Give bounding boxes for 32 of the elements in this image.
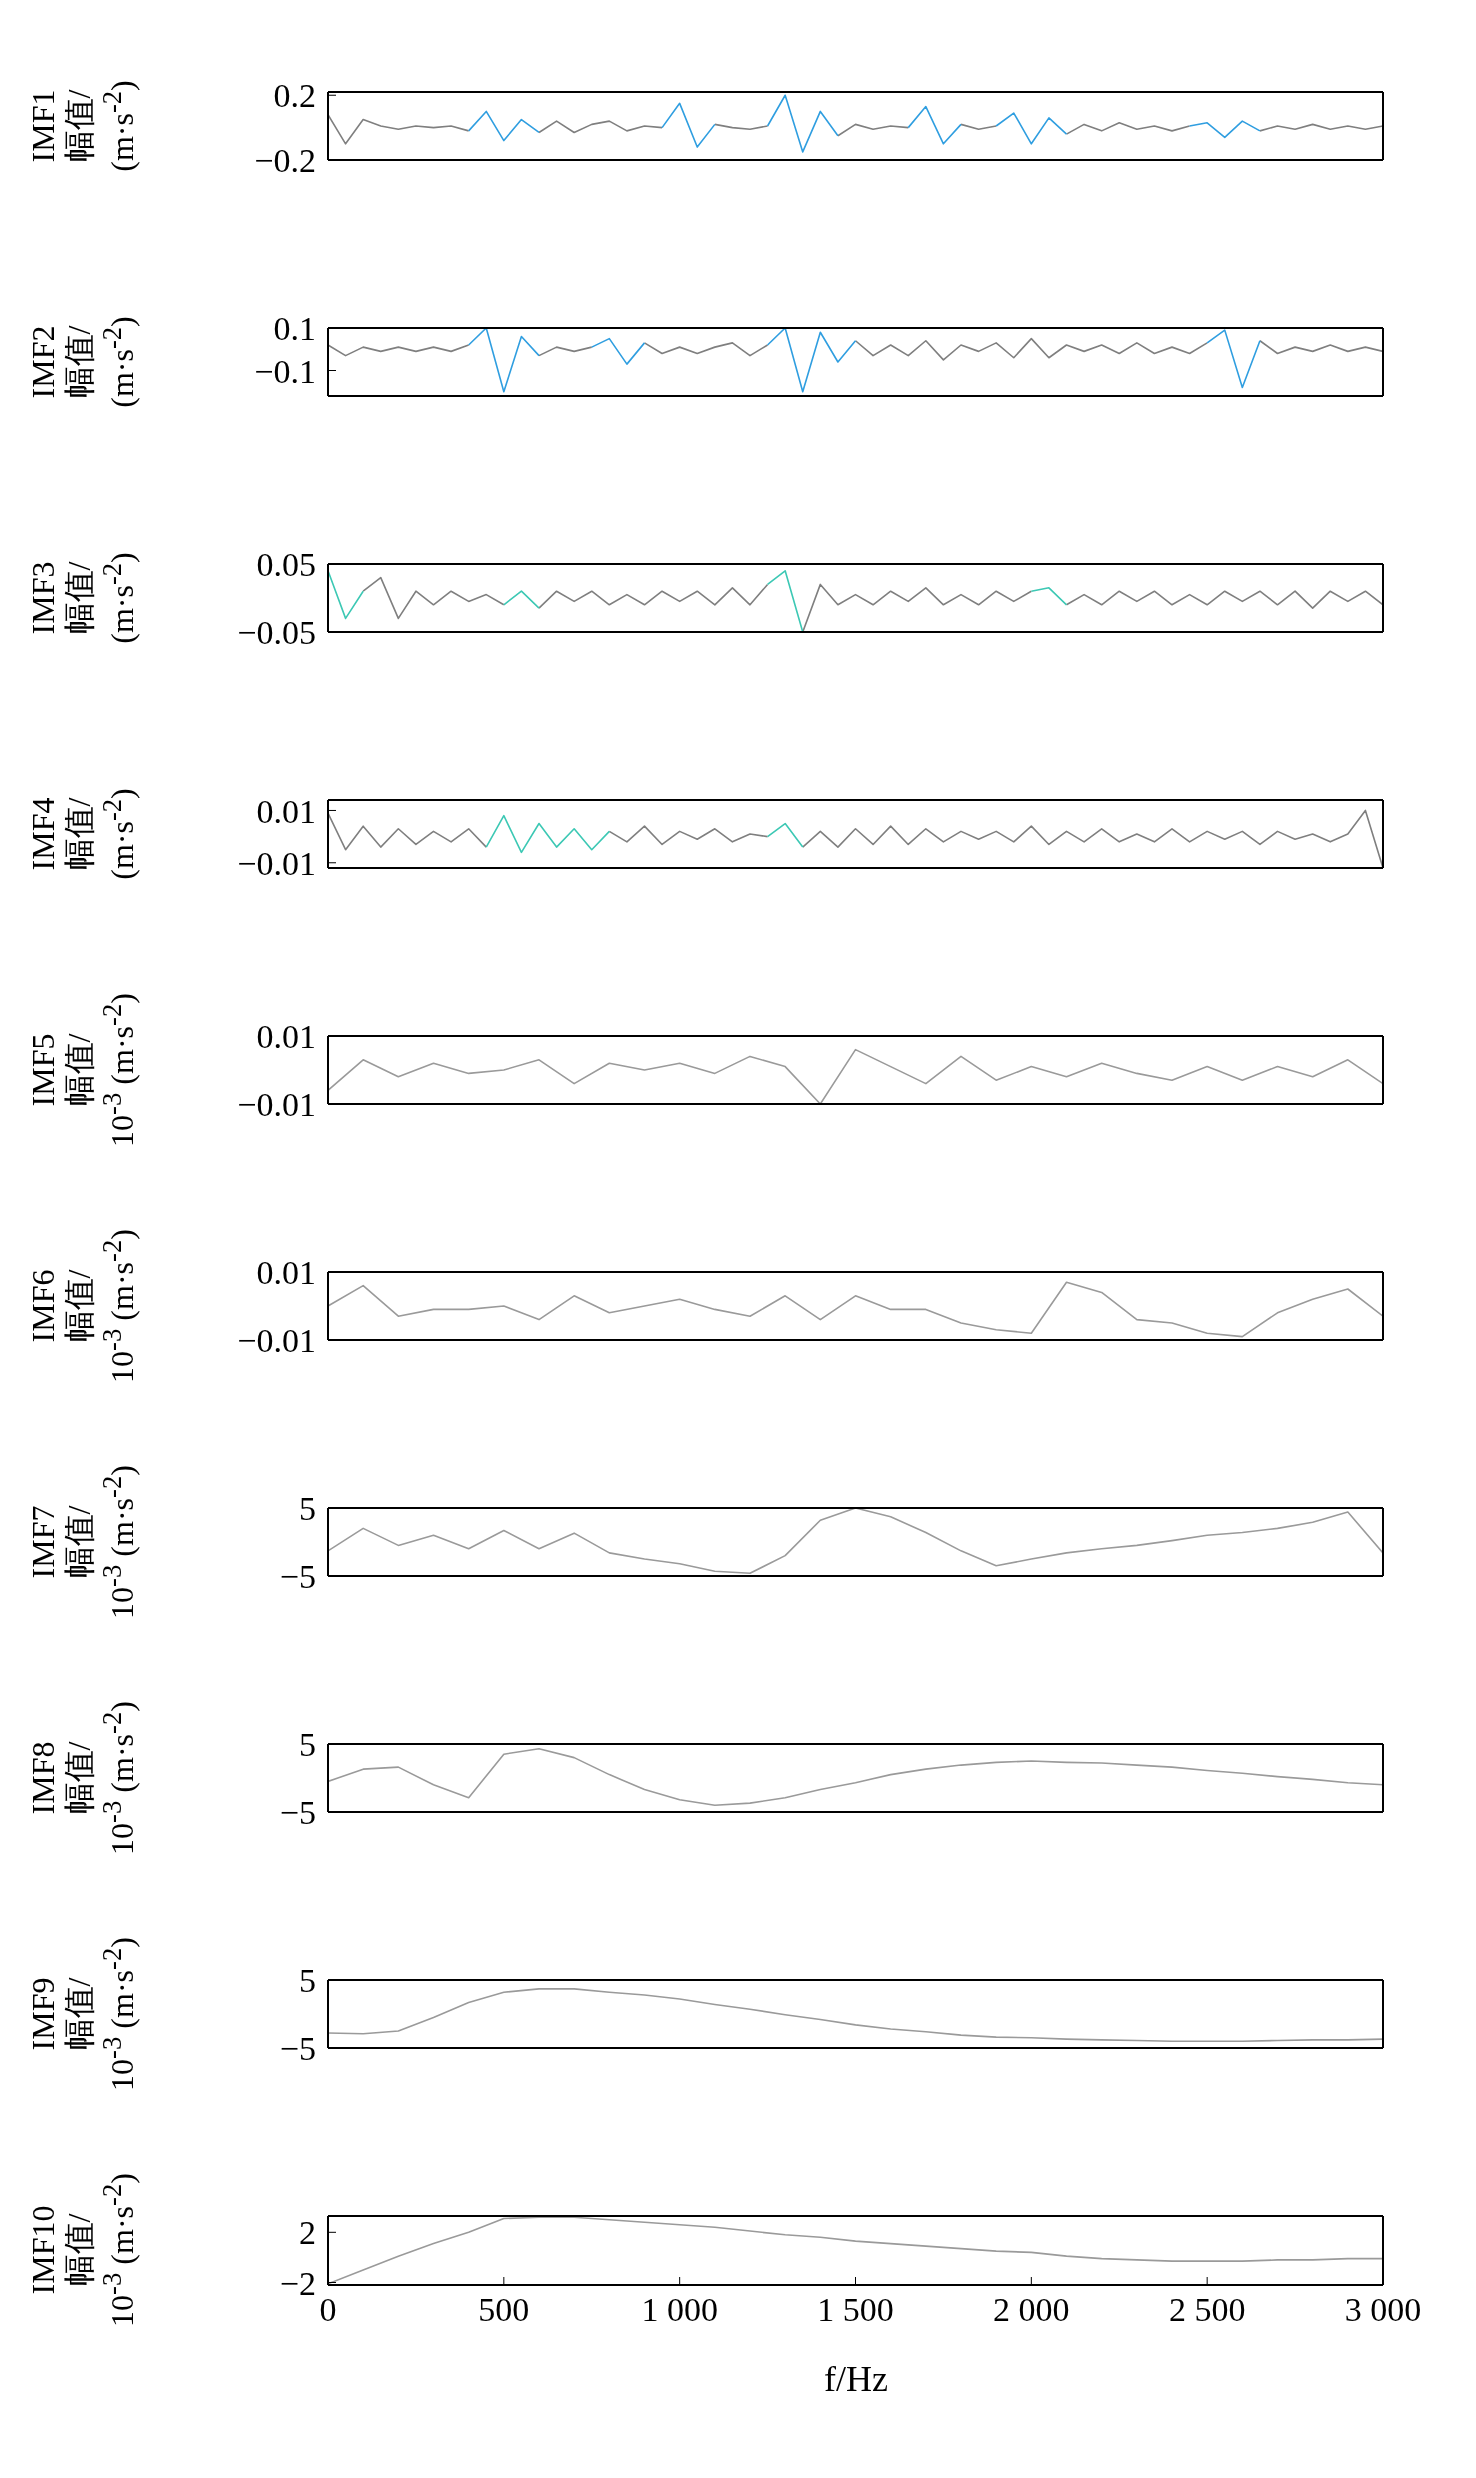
y-tick-label: 5 bbox=[299, 1490, 316, 1528]
y-tick-label: −5 bbox=[279, 1558, 316, 1596]
line-series bbox=[328, 1508, 1383, 1575]
x-tick-label: 500 bbox=[478, 2291, 530, 2329]
y-tick-label: −2 bbox=[279, 2264, 316, 2302]
x-tick-label: 0 bbox=[319, 2291, 337, 2329]
y-tick-label: −0.01 bbox=[237, 1086, 316, 1124]
y-tick-label: −0.1 bbox=[254, 352, 316, 390]
y-tick-label: −0.01 bbox=[237, 1322, 316, 1360]
line-series bbox=[328, 2216, 1383, 2285]
y-tick-label: 0.2 bbox=[273, 77, 316, 115]
y-tick-label: 0.01 bbox=[256, 1018, 316, 1056]
line-series bbox=[328, 1988, 1383, 2042]
y-tick-label: 0.01 bbox=[256, 792, 316, 830]
x-tick-label: 1 000 bbox=[641, 2291, 718, 2329]
line-series bbox=[328, 1747, 1383, 1806]
x-tick-label: 3 000 bbox=[1344, 2291, 1422, 2329]
y-tick-label: 5 bbox=[299, 1962, 316, 2000]
y-tick-label: 0.01 bbox=[256, 1254, 316, 1292]
y-tick-label: −0.01 bbox=[237, 844, 316, 882]
x-tick-label: 2 500 bbox=[1168, 2291, 1246, 2329]
y-tick-label: −5 bbox=[279, 1794, 316, 1832]
x-axis-title: f/Hz bbox=[823, 2358, 889, 2400]
y-tick-label: 2 bbox=[299, 2214, 316, 2252]
y-tick-label: 0.1 bbox=[273, 310, 316, 348]
x-tick-label: 2 000 bbox=[993, 2291, 1070, 2329]
y-tick-label: −0.05 bbox=[237, 614, 316, 652]
x-tick-label: 1 500 bbox=[817, 2291, 894, 2329]
y-tick-label: −0.2 bbox=[254, 142, 316, 180]
y-tick-label: −5 bbox=[279, 2030, 316, 2068]
y-tick-label: 0.05 bbox=[256, 546, 316, 584]
y-tick-label: 5 bbox=[299, 1726, 316, 1764]
